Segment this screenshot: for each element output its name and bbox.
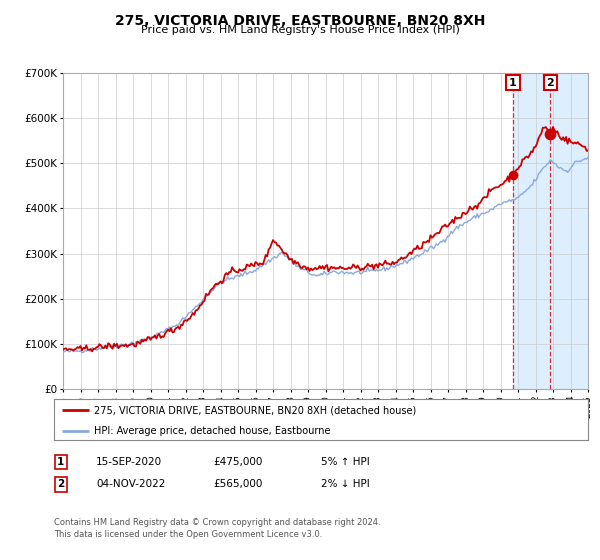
Bar <box>513 73 588 389</box>
Text: 275, VICTORIA DRIVE, EASTBOURNE, BN20 8XH: 275, VICTORIA DRIVE, EASTBOURNE, BN20 8X… <box>115 14 485 28</box>
Text: 04-NOV-2022: 04-NOV-2022 <box>96 479 166 489</box>
Text: £475,000: £475,000 <box>213 457 262 467</box>
Text: Price paid vs. HM Land Registry's House Price Index (HPI): Price paid vs. HM Land Registry's House … <box>140 25 460 35</box>
Text: 2% ↓ HPI: 2% ↓ HPI <box>321 479 370 489</box>
Point <box>508 170 518 179</box>
Text: 1: 1 <box>509 77 517 87</box>
Text: HPI: Average price, detached house, Eastbourne: HPI: Average price, detached house, East… <box>94 426 331 436</box>
Text: 1: 1 <box>57 457 64 467</box>
Text: 15-SEP-2020: 15-SEP-2020 <box>96 457 162 467</box>
Text: 5% ↑ HPI: 5% ↑ HPI <box>321 457 370 467</box>
Text: £565,000: £565,000 <box>213 479 262 489</box>
Text: 2: 2 <box>57 479 64 489</box>
Text: Contains HM Land Registry data © Crown copyright and database right 2024.
This d: Contains HM Land Registry data © Crown c… <box>54 518 380 539</box>
Text: 275, VICTORIA DRIVE, EASTBOURNE, BN20 8XH (detached house): 275, VICTORIA DRIVE, EASTBOURNE, BN20 8X… <box>94 405 416 415</box>
Point <box>545 129 555 138</box>
Text: 2: 2 <box>547 77 554 87</box>
